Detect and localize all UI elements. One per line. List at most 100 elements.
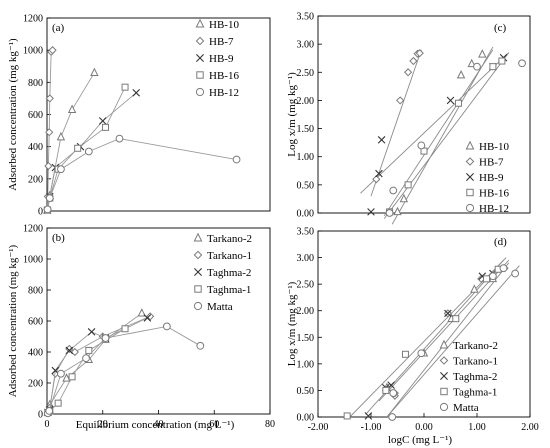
legend-label: Tarkano-2 [207, 233, 252, 245]
x-tick-label: 0.00 [415, 422, 433, 433]
data-point [446, 96, 455, 105]
y-tick-label: 1.00 [297, 152, 315, 163]
series-matta [388, 264, 520, 421]
data-point [372, 175, 381, 184]
data-point [456, 69, 466, 79]
series-line [47, 325, 201, 414]
y-tick-label: 3.00 [297, 40, 315, 51]
y-tick-label: 1.50 [297, 333, 315, 344]
data-point [121, 83, 129, 91]
y-tick-label: 1000 [23, 255, 43, 266]
series-hb-12 [43, 134, 241, 214]
data-point [57, 165, 65, 174]
panel-c: 0.00 0.50 1.00 1.50 2.00 2.50 3.00 3.50 Log x/m … [286, 12, 531, 225]
data-point [102, 123, 110, 131]
legend-marker [196, 54, 204, 62]
legend-label: Taghma-1 [453, 387, 497, 399]
legend-marker [466, 188, 474, 197]
fit-line [378, 259, 510, 402]
plot-frame [317, 15, 531, 214]
y-tick-label: 1.00 [297, 359, 315, 370]
data-point [87, 328, 96, 336]
data-point [54, 399, 62, 407]
series-hb-10 [393, 49, 487, 216]
y-tick-label: 2.50 [297, 280, 315, 291]
data-point [115, 134, 124, 143]
data-point [85, 346, 93, 354]
fit-line [370, 49, 422, 197]
data-point [454, 99, 462, 107]
x-tick-label: 20 [98, 419, 108, 430]
data-point [393, 206, 402, 216]
data-point [70, 347, 79, 357]
legend-marker [193, 301, 203, 311]
y-axis-title: Log x/m (mg kg⁻¹) [286, 72, 298, 157]
series-line [47, 315, 151, 413]
legend-label: HB-10 [479, 141, 509, 153]
y-tick-label: 200 [28, 379, 43, 390]
data-point [57, 369, 65, 378]
panel-b: 0 200 400 600 800 1000 1200 0 20 40 60 80 Adsorbed c… [7, 224, 275, 431]
data-point [84, 147, 93, 156]
panel-label: (b) [52, 232, 65, 244]
data-point [45, 194, 54, 203]
legend-label: Taghma-2 [207, 267, 251, 279]
x-tick-label: -1.00 [361, 422, 382, 433]
data-point [56, 131, 66, 141]
data-point [101, 334, 110, 342]
y-tick-label: 1000 [23, 46, 43, 57]
data-point [409, 56, 418, 66]
legend-marker [440, 387, 448, 396]
y-tick-label: 2.50 [297, 68, 315, 79]
panel-label: (c) [494, 22, 507, 34]
fit-line [386, 262, 510, 418]
legend-marker [195, 18, 205, 28]
data-point [90, 67, 99, 76]
x-axis-title-right: logC (mg L⁻¹) [388, 434, 452, 446]
data-point [518, 59, 526, 68]
data-point [452, 315, 460, 323]
y-tick-label: 400 [28, 348, 43, 359]
y-tick-label: 600 [28, 317, 43, 328]
legend-label: Tarkano-1 [207, 250, 252, 262]
legend-marker [195, 36, 205, 46]
legend-marker [194, 268, 202, 276]
data-point [388, 413, 397, 421]
legend-label: HB-16 [479, 188, 509, 200]
data-point [489, 63, 497, 71]
data-point [43, 205, 52, 214]
y-tick-label: 800 [28, 286, 43, 297]
data-point [364, 412, 373, 420]
legend-label: Taghma-1 [207, 284, 251, 296]
y-tick-label: 800 [28, 78, 43, 89]
legend-marker [439, 356, 449, 365]
fit-line [383, 52, 510, 219]
data-point [382, 386, 390, 394]
data-point [98, 117, 107, 125]
legend-label: HB-7 [479, 157, 504, 169]
legend: HB-10 HB-7 HB-9 HB-16 HB-12 [195, 18, 239, 99]
data-point [489, 272, 497, 281]
data-point [45, 94, 54, 103]
data-point [478, 49, 487, 58]
legend-label: HB-9 [209, 53, 234, 65]
legend-marker [193, 232, 203, 242]
data-point [511, 269, 520, 278]
data-point [82, 354, 90, 363]
data-point [367, 208, 375, 216]
data-point [45, 128, 54, 137]
series-matta [43, 322, 205, 418]
y-tick-label: 2.00 [297, 306, 315, 317]
legend-marker [195, 87, 205, 97]
data-point [143, 314, 152, 322]
legend-marker [439, 402, 449, 412]
legend-label: Taghma-2 [453, 371, 497, 383]
legend-label: Tarkano-2 [453, 340, 498, 352]
x-tick-label: 80 [265, 419, 275, 430]
data-point [65, 346, 74, 355]
legend-label: HB-10 [209, 19, 239, 31]
data-point [389, 186, 398, 195]
y-tick-label: 400 [28, 142, 43, 153]
y-tick-label: 0.50 [297, 180, 315, 191]
